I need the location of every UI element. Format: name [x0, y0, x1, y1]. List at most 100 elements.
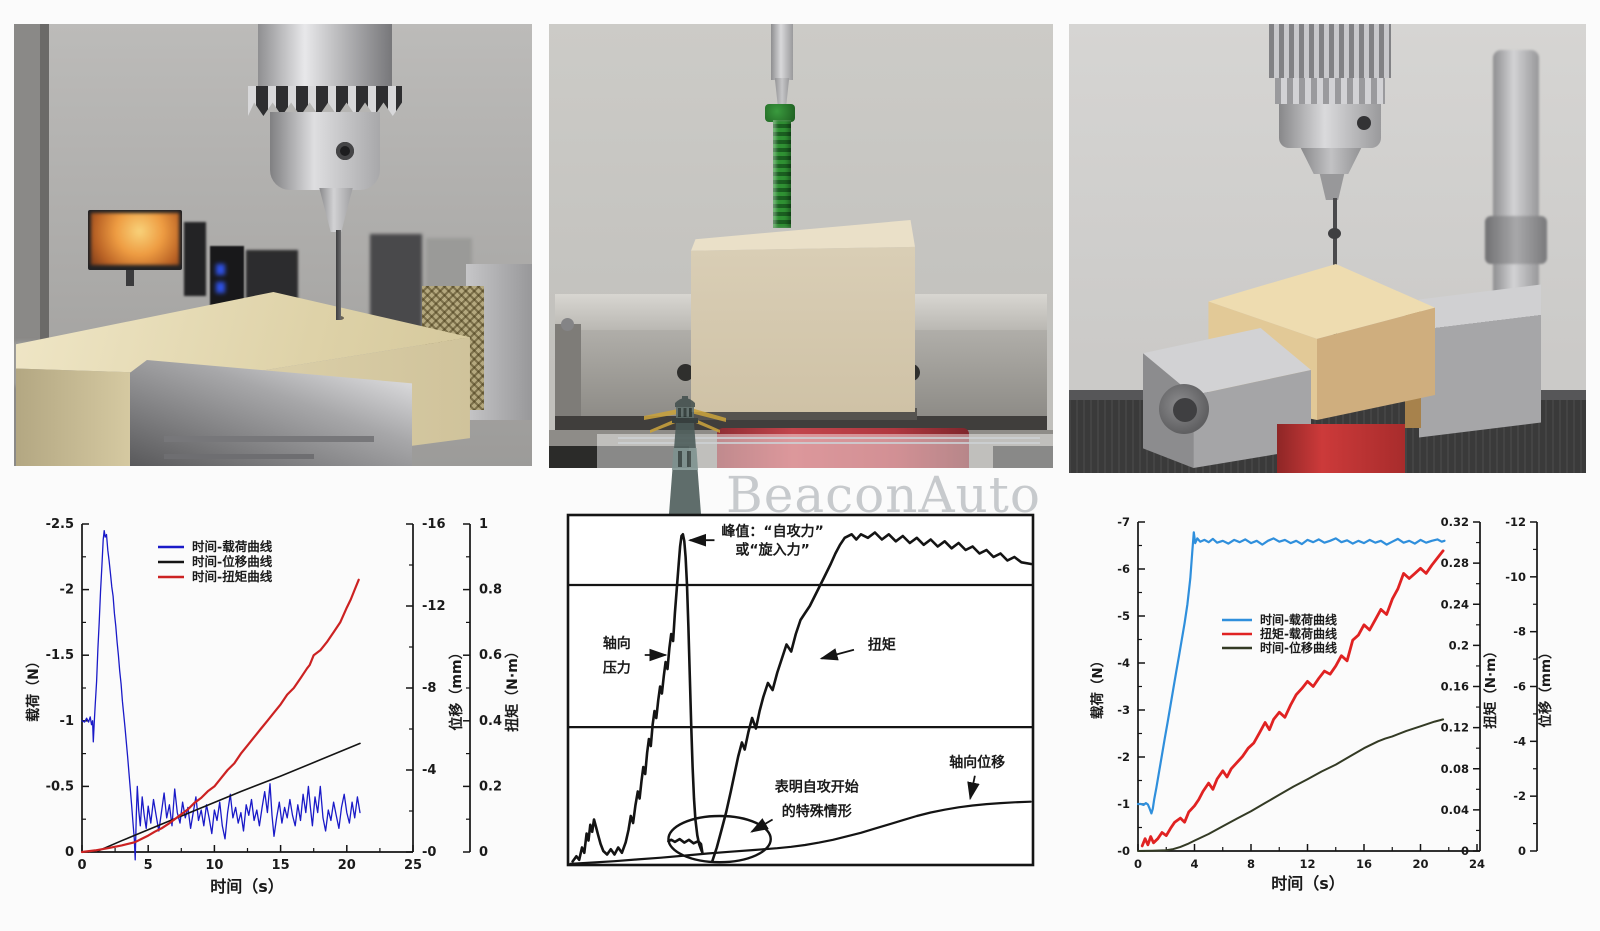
tick-label: 1 — [479, 517, 488, 532]
series-load — [1136, 531, 1446, 815]
dark-corner — [993, 446, 1053, 468]
red-cylinder — [717, 428, 969, 468]
chuck-ring — [1275, 78, 1385, 104]
photo-torque-test — [1069, 24, 1586, 473]
dark-corner — [549, 446, 689, 468]
tick-label: 8 — [1247, 857, 1255, 871]
bit-bead — [1328, 228, 1341, 239]
drill-chuck-cylinder — [258, 24, 392, 86]
series-torque — [1140, 549, 1445, 848]
tick-label: -4 — [1513, 734, 1526, 748]
tick-label: -1.5 — [46, 648, 74, 663]
tick-label: 20 — [338, 858, 356, 873]
y-axis-title: 位移（mm） — [1537, 645, 1554, 727]
axial-displacement-label: 轴向位移 — [949, 754, 1005, 771]
chuck-body — [270, 112, 380, 190]
tick-label: -6 — [1513, 680, 1526, 694]
tick-label: -4 — [1117, 656, 1130, 670]
screw-collar — [765, 104, 795, 122]
beam-pin — [561, 318, 574, 331]
torx-bit — [774, 78, 790, 108]
block-front-face — [691, 246, 915, 412]
tick-label: -0.5 — [46, 779, 74, 794]
monitor — [88, 210, 182, 270]
curve-axial-displacement — [569, 800, 1032, 865]
tick-label: 0 — [1518, 844, 1526, 858]
time-load-torque-displacement-chart-content: -7 -6 -5 -4 -3 -2 -1 -0 载荷（N） 0 4 8 12 16 20 24 时间（s） 0.3… — [1089, 515, 1554, 893]
chart-time-load-torque-displacement: -7 -6 -5 -4 -3 -2 -1 -0 载荷（N） 0 4 8 12 16 20 24 时间（s） 0.3… — [1089, 515, 1554, 893]
photo-drilling-test — [14, 24, 532, 466]
tick-label: 0.32 — [1441, 515, 1469, 529]
photo-screw-insertion-test — [549, 24, 1053, 468]
beam-hole — [677, 364, 694, 381]
y-axis-title: 载荷（N） — [25, 654, 42, 722]
tick-label: 0.4 — [479, 714, 502, 729]
jaw-boss-bore — [1173, 398, 1197, 422]
vise-right-jaw — [1419, 284, 1541, 438]
highlight-ellipse — [667, 814, 772, 864]
blue-led — [216, 264, 225, 275]
tick-label: -12 — [1505, 515, 1526, 529]
tick-label: 0.6 — [479, 648, 502, 663]
tick-label: -6 — [1117, 562, 1130, 576]
y-axis-title: 载荷（N） — [1089, 654, 1106, 719]
tick-label: -8 — [1513, 625, 1526, 639]
chuck-set-screw — [1357, 116, 1371, 130]
tick-label: -5 — [1117, 609, 1130, 623]
tick-label: -0 — [422, 845, 436, 860]
curve-torque — [710, 531, 1033, 863]
legend-label: 时间-位移曲线 — [1260, 640, 1337, 655]
tick-label: -8 — [422, 681, 436, 696]
tick-label: 0.04 — [1441, 803, 1469, 817]
x-axis-title: 时间（s） — [210, 877, 284, 896]
tick-label: 0 — [77, 858, 86, 873]
tick-label: 0.08 — [1441, 762, 1469, 776]
tick-label: 24 — [1469, 857, 1485, 871]
tick-label: -0 — [1117, 844, 1130, 858]
tick-label: 0.2 — [1449, 638, 1469, 652]
tick-label: 0.2 — [479, 779, 502, 794]
torque-label: 扭矩 — [868, 637, 896, 654]
beam-end-cap — [555, 324, 581, 416]
tick-label: 0.12 — [1441, 721, 1469, 735]
vise-left-jaw — [1143, 328, 1311, 468]
tick-label: -7 — [1117, 515, 1130, 529]
tick-label: 12 — [1299, 857, 1315, 871]
tick-label: -3 — [1117, 703, 1130, 717]
red-cylinder — [1277, 424, 1405, 473]
curve-axial-pressure — [571, 532, 704, 863]
tick-label: -12 — [422, 599, 446, 614]
tick-label: 0.8 — [479, 583, 502, 598]
column-collar — [1485, 216, 1547, 264]
specimen-block — [691, 220, 915, 412]
tick-label: 0 — [1134, 857, 1142, 871]
drill-bit — [336, 230, 341, 320]
tick-label: 0.24 — [1441, 597, 1469, 611]
tick-label: 0 — [65, 845, 74, 860]
driver-shaft — [771, 24, 793, 80]
blue-led — [216, 282, 225, 293]
legend-label: 时间-位移曲线 — [192, 554, 273, 569]
tick-label: 0.28 — [1441, 556, 1469, 570]
y-axis-title: 扭矩（N·m） — [1482, 644, 1499, 729]
tick-label: -4 — [422, 763, 436, 778]
x-axis-title: 时间（s） — [1271, 874, 1345, 893]
tick-label: -2 — [1513, 789, 1526, 803]
series-displacement — [1137, 718, 1445, 852]
pc-tower — [184, 222, 206, 296]
axial-pressure-label: 轴向压力 — [603, 635, 631, 677]
tick-label: 0 — [479, 845, 488, 860]
tick-label: 4 — [1190, 857, 1198, 871]
axial-displacement-label-arrow — [967, 775, 980, 801]
door-frame — [40, 24, 49, 466]
diagram-border — [566, 513, 1035, 867]
tick-label: -1 — [60, 714, 74, 729]
tick-label: 16 — [1356, 857, 1372, 871]
y-axis-title: 位移（mm） — [448, 645, 465, 730]
monitor-stand — [126, 270, 134, 286]
tick-label: 0.16 — [1441, 680, 1469, 694]
